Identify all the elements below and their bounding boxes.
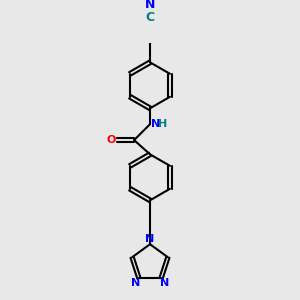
Text: N: N bbox=[145, 0, 155, 11]
Text: O: O bbox=[107, 135, 116, 145]
Text: N: N bbox=[131, 278, 140, 288]
Text: N: N bbox=[160, 278, 169, 288]
Text: C: C bbox=[146, 11, 154, 24]
Text: N: N bbox=[146, 234, 154, 244]
Text: H: H bbox=[158, 119, 168, 129]
Text: N: N bbox=[151, 119, 160, 129]
